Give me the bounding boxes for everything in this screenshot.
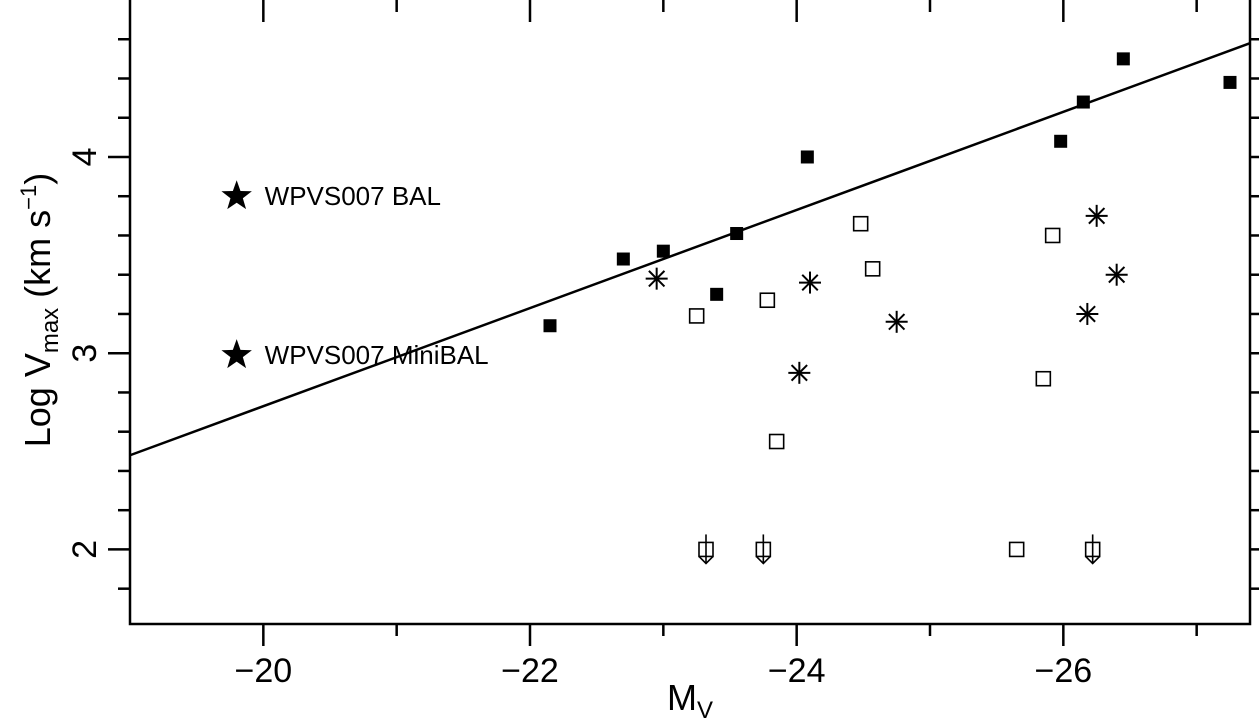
y-axis-title-sup: −1 [16,185,41,210]
axis-tick-labels: −20 −22 −24 −26 2 3 4 [66,148,1092,690]
x-axis-title-main: M [667,677,697,718]
open-square-point [1008,541,1025,558]
open-square-point [1035,370,1052,387]
asterisk-point [1076,302,1099,325]
x-tick-label: −26 [1034,652,1092,690]
open-square-point [864,261,881,277]
asterisk-point [788,361,811,384]
open-square-point [1044,227,1061,244]
asterisk-stroke [1078,305,1096,323]
upper-limit-point [698,534,714,565]
x-tick-label: −24 [768,652,826,690]
asterisk-stroke [1108,266,1126,284]
filled-square-point [543,319,557,333]
open-square-point [759,292,776,309]
asterisk-stroke [888,313,906,331]
filled-square-point [1054,134,1068,148]
x-axis-title-sub: V [697,697,713,723]
y-tick-label: 4 [66,148,104,167]
upper-limit-point [1084,534,1101,565]
filled-square-point [710,287,724,301]
axis-ticks [108,0,1259,646]
filled-square-point [1116,52,1130,66]
filled-star-point [221,180,252,210]
y-axis-title-unit: (km s [17,210,58,308]
plot-frame [128,0,1252,626]
asterisk-stroke [648,270,666,288]
open-square-point [852,215,869,232]
asterisk-point [645,267,668,290]
x-axis-title: MV [667,677,713,723]
filled-square-point [616,252,630,266]
y-axis-title-main: Log V [17,353,58,447]
asterisk-point [1085,204,1108,227]
regression-line [129,41,1251,457]
open-square-point [688,308,705,324]
regression-line-layer [129,41,1251,457]
y-tick-label: 3 [66,344,104,363]
asterisk-stroke [801,274,819,292]
y-axis-title-sub: max [37,308,64,353]
x-tick-label: −22 [501,652,559,690]
open-square-point [768,433,785,450]
upper-limit-point [755,534,772,565]
asterisk-stroke [1088,207,1106,225]
filled-square-point [1076,95,1090,109]
filled-square-point [656,244,670,258]
upper-limit-arrow-head [755,555,771,565]
x-tick-label: −20 [234,652,292,690]
filled-square-point [730,227,744,241]
y-axis-title-close: ) [17,173,58,185]
annotation-label: WPVS007 MiniBAL [265,340,489,370]
y-axis-title: Log Vmax (km s−1) [16,173,64,448]
asterisk-point [799,271,821,294]
data-points [221,52,1237,565]
asterisk-point [885,310,908,333]
filled-square-point [1223,75,1237,89]
asterisk-stroke [790,364,808,382]
filled-star-point [221,339,252,369]
filled-square-point [800,150,814,164]
annotations: WPVS007 BAL WPVS007 MiniBAL [265,181,489,370]
upper-limit-arrow-head [698,555,714,565]
annotation-label: WPVS007 BAL [265,181,441,211]
y-tick-label: 2 [66,540,104,559]
upper-limit-arrow-head [1085,555,1101,565]
asterisk-point [1105,263,1128,286]
